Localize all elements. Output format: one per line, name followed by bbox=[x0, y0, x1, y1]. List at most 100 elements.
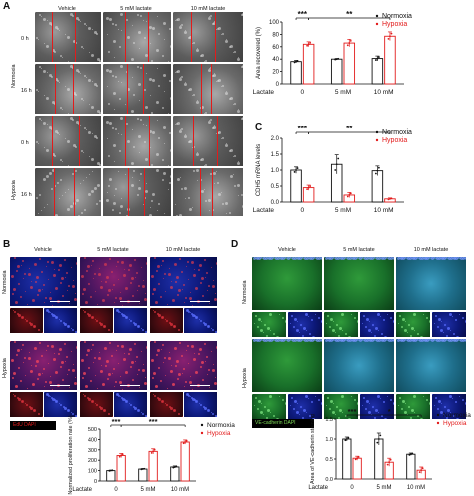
cell-speck bbox=[383, 257, 386, 260]
cell-speck bbox=[155, 385, 158, 388]
cell-speck bbox=[112, 289, 113, 290]
cell-speck bbox=[97, 162, 100, 165]
dapi-channel-r1-c2 bbox=[184, 392, 217, 417]
cell-speck bbox=[396, 257, 397, 258]
cell-speck bbox=[21, 400, 24, 403]
panel-a-time-0h-hypoxia: 0 h bbox=[21, 140, 29, 146]
cell-speck bbox=[167, 304, 168, 305]
cell-speck bbox=[163, 126, 166, 129]
cell-speck bbox=[151, 112, 153, 114]
cell-speck bbox=[118, 29, 119, 30]
cell-speck bbox=[260, 257, 262, 259]
cell-speck bbox=[192, 207, 193, 208]
cell-speck bbox=[142, 413, 144, 415]
cell-speck bbox=[327, 397, 329, 399]
cell-speck bbox=[124, 315, 126, 317]
cell-speck bbox=[87, 349, 90, 352]
cell-speck bbox=[221, 34, 222, 35]
cell-speck bbox=[69, 303, 70, 304]
panel-d-col-5mm: 5 mM lactate bbox=[343, 247, 375, 253]
cell-speck bbox=[95, 291, 96, 292]
cell-speck bbox=[276, 418, 279, 419]
cell-speck bbox=[101, 281, 102, 282]
cell-speck bbox=[35, 365, 37, 367]
cell-speck bbox=[69, 387, 70, 388]
cell-speck bbox=[120, 205, 123, 208]
cell-speck bbox=[93, 278, 94, 279]
cell-speck bbox=[438, 339, 441, 342]
merge-image-r0-c2 bbox=[150, 257, 217, 306]
cell-speck bbox=[306, 339, 309, 342]
cell-speck bbox=[44, 43, 45, 44]
cell-speck bbox=[52, 314, 55, 317]
cell-speck bbox=[76, 17, 79, 20]
cell-speck bbox=[314, 339, 315, 340]
cell-speck bbox=[173, 168, 174, 169]
cell-speck bbox=[51, 397, 53, 399]
cell-speck bbox=[142, 329, 144, 331]
cell-speck bbox=[339, 409, 342, 412]
cell-speck bbox=[28, 357, 31, 360]
cell-speck bbox=[291, 257, 293, 259]
cell-speck bbox=[125, 316, 128, 319]
cell-speck bbox=[39, 66, 41, 68]
cell-speck bbox=[299, 257, 302, 260]
cell-speck bbox=[106, 199, 109, 202]
cell-speck bbox=[168, 165, 169, 166]
cell-speck bbox=[46, 149, 49, 152]
cell-speck bbox=[282, 339, 285, 342]
cell-speck bbox=[216, 81, 217, 82]
cell-speck bbox=[67, 290, 68, 291]
cell-speck bbox=[380, 339, 382, 341]
cell-speck bbox=[96, 320, 98, 322]
cell-speck bbox=[36, 276, 39, 279]
data-point bbox=[348, 194, 351, 196]
cell-speck bbox=[284, 257, 286, 259]
cell-speck bbox=[366, 400, 369, 403]
cell-speck bbox=[190, 312, 191, 313]
cell-speck bbox=[161, 349, 162, 350]
cell-speck bbox=[445, 339, 447, 341]
cell-speck bbox=[296, 257, 298, 259]
cell-speck bbox=[139, 303, 140, 304]
panel-b-row-normoxia: Normoxia bbox=[2, 270, 8, 294]
cell-speck bbox=[196, 169, 199, 172]
cell-speck bbox=[96, 404, 98, 406]
y-tick-label: 1.5 bbox=[271, 152, 280, 158]
cell-speck bbox=[76, 69, 79, 72]
cell-speck bbox=[163, 172, 166, 175]
cell-speck bbox=[222, 33, 224, 35]
cell-speck bbox=[177, 378, 179, 380]
cell-speck bbox=[52, 49, 55, 52]
significance-label: *** bbox=[348, 409, 357, 416]
cell-speck bbox=[36, 197, 38, 199]
cell-speck bbox=[233, 104, 234, 105]
data-point bbox=[377, 56, 380, 58]
cell-speck bbox=[144, 37, 146, 39]
cell-speck bbox=[98, 357, 101, 360]
cell-speck bbox=[38, 39, 39, 40]
cell-speck bbox=[194, 353, 195, 354]
cell-speck bbox=[215, 415, 217, 417]
cell-speck bbox=[72, 329, 74, 331]
cell-speck bbox=[213, 172, 216, 175]
cell-speck bbox=[156, 153, 159, 156]
cell-speck bbox=[31, 281, 32, 282]
cell-speck bbox=[161, 316, 164, 319]
cell-speck bbox=[28, 273, 31, 276]
cell-speck bbox=[459, 314, 460, 315]
cell-speck bbox=[124, 269, 125, 270]
cell-speck bbox=[199, 264, 202, 267]
cell-speck bbox=[360, 394, 361, 395]
cell-speck bbox=[383, 339, 386, 342]
y-tick-label: 0 bbox=[94, 479, 97, 485]
cell-speck bbox=[205, 277, 206, 278]
cell-speck bbox=[261, 257, 262, 258]
cell-speck bbox=[332, 329, 335, 332]
cell-speck bbox=[333, 403, 334, 404]
cell-speck bbox=[324, 312, 325, 313]
cell-speck bbox=[302, 335, 304, 337]
cell-speck bbox=[287, 257, 290, 260]
cell-speck bbox=[80, 308, 81, 309]
cell-speck bbox=[444, 406, 446, 408]
